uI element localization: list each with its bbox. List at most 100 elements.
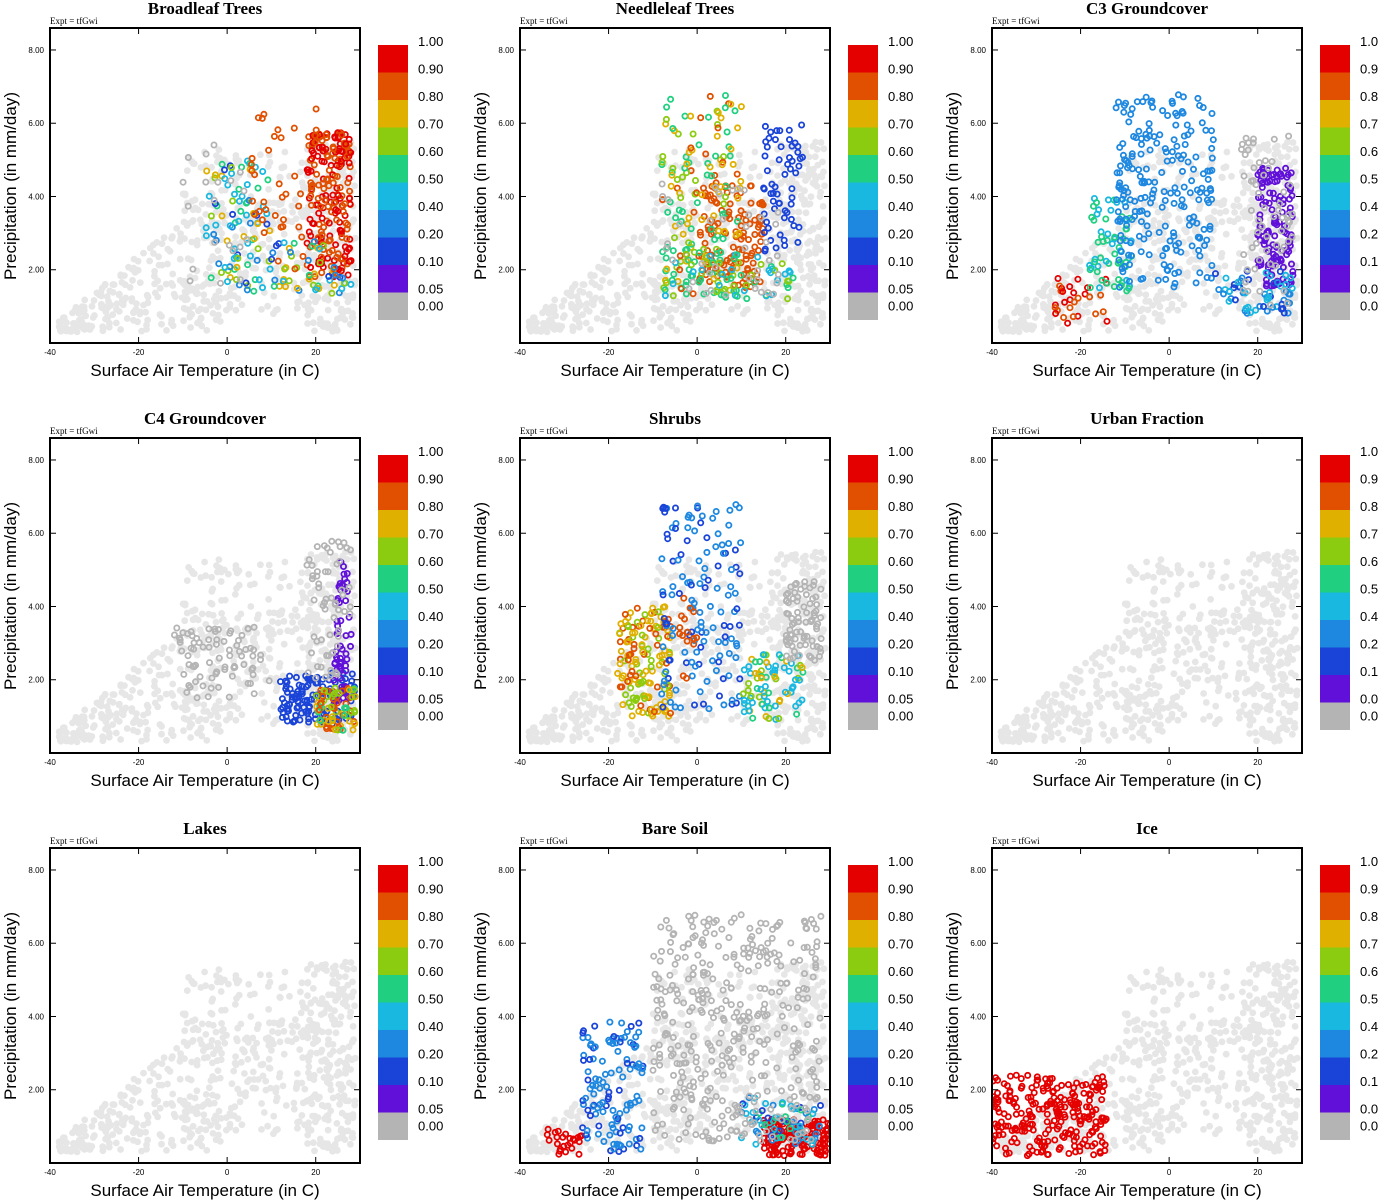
background-point (1047, 323, 1055, 331)
background-point (325, 581, 332, 589)
experiment-annotation: Expt = tfGwi (992, 16, 1040, 26)
background-point (324, 306, 332, 314)
data-point (338, 285, 346, 293)
data-point (334, 191, 342, 199)
background-point (214, 303, 222, 311)
background-point (232, 233, 240, 241)
data-point (1164, 112, 1172, 120)
background-point (149, 651, 157, 659)
data-point (715, 227, 723, 235)
background-point (235, 581, 243, 589)
data-point (777, 143, 785, 151)
background-point (144, 703, 152, 711)
data-point (1113, 196, 1121, 204)
data-point (348, 693, 356, 701)
background-point (162, 280, 170, 288)
background-point (115, 701, 123, 709)
data-point (229, 247, 237, 255)
data-point (658, 158, 666, 166)
data-point (713, 132, 721, 140)
background-point (279, 672, 287, 680)
data-point (1128, 152, 1136, 160)
data-point (1138, 140, 1146, 148)
data-point (271, 276, 279, 284)
data-point (1288, 210, 1296, 218)
data-point (242, 646, 250, 654)
data-point (315, 580, 323, 588)
data-point (193, 694, 201, 702)
data-point (785, 277, 793, 285)
data-point (338, 131, 346, 139)
background-point (275, 611, 283, 619)
background-point (708, 711, 716, 719)
data-point (1272, 241, 1280, 249)
data-point (1149, 190, 1157, 198)
background-point (786, 247, 794, 254)
background-point (304, 320, 311, 327)
background-point (804, 240, 811, 247)
data-point (707, 286, 715, 294)
colorbar-swatch (378, 292, 408, 320)
data-point (1258, 222, 1266, 230)
background-point (1157, 311, 1164, 319)
background-point (98, 284, 106, 292)
background-point (1182, 227, 1190, 235)
data-point (333, 172, 341, 180)
background-point (184, 255, 192, 262)
data-point (1286, 181, 1294, 189)
data-point (1170, 232, 1178, 240)
data-point (1086, 284, 1094, 292)
x-tick-label: -40 (44, 758, 56, 767)
data-point (1180, 183, 1188, 191)
background-point (242, 682, 249, 690)
data-point (1127, 110, 1135, 118)
data-point (316, 259, 324, 267)
data-point (331, 659, 339, 667)
background-point (653, 167, 661, 175)
data-point (740, 287, 748, 295)
background-point (80, 713, 88, 721)
background-point (151, 690, 159, 698)
background-point (140, 659, 147, 667)
colorbar-label: 0.10 (418, 254, 443, 269)
background-point (1135, 267, 1143, 275)
y-tick-label: 6.00 (970, 119, 986, 128)
data-point (706, 163, 714, 171)
background-point (1293, 182, 1300, 190)
background-point (591, 272, 598, 279)
data-point (1208, 127, 1216, 135)
data-point (688, 261, 696, 269)
data-point (685, 214, 693, 222)
background-point (264, 302, 271, 310)
data-point (1066, 304, 1074, 312)
background-point (794, 306, 802, 314)
data-point (669, 164, 677, 172)
data-point (246, 219, 254, 227)
data-point (281, 265, 289, 273)
colorbar-label: 0.00 (888, 298, 913, 313)
colorbar-label: 0.40 (418, 609, 443, 624)
background-point (1150, 163, 1157, 171)
data-point (322, 130, 330, 138)
background-point (300, 617, 307, 624)
data-point (1255, 159, 1263, 167)
background-point (1129, 324, 1136, 331)
background-point (168, 726, 176, 734)
scatter-points (55, 537, 359, 746)
data-point (268, 255, 276, 263)
data-point (771, 136, 779, 144)
background-point (728, 306, 735, 313)
background-point (246, 581, 254, 589)
background-point (130, 718, 138, 725)
data-point (270, 132, 278, 140)
background-point (1226, 217, 1234, 225)
colorbar-label: 0.80 (418, 499, 443, 514)
data-point (346, 235, 354, 243)
background-point (704, 204, 712, 212)
background-point (151, 677, 159, 685)
data-point (1122, 99, 1130, 107)
background-point (102, 718, 110, 726)
data-point (1267, 260, 1275, 268)
data-point (266, 265, 274, 273)
data-point (767, 128, 775, 136)
